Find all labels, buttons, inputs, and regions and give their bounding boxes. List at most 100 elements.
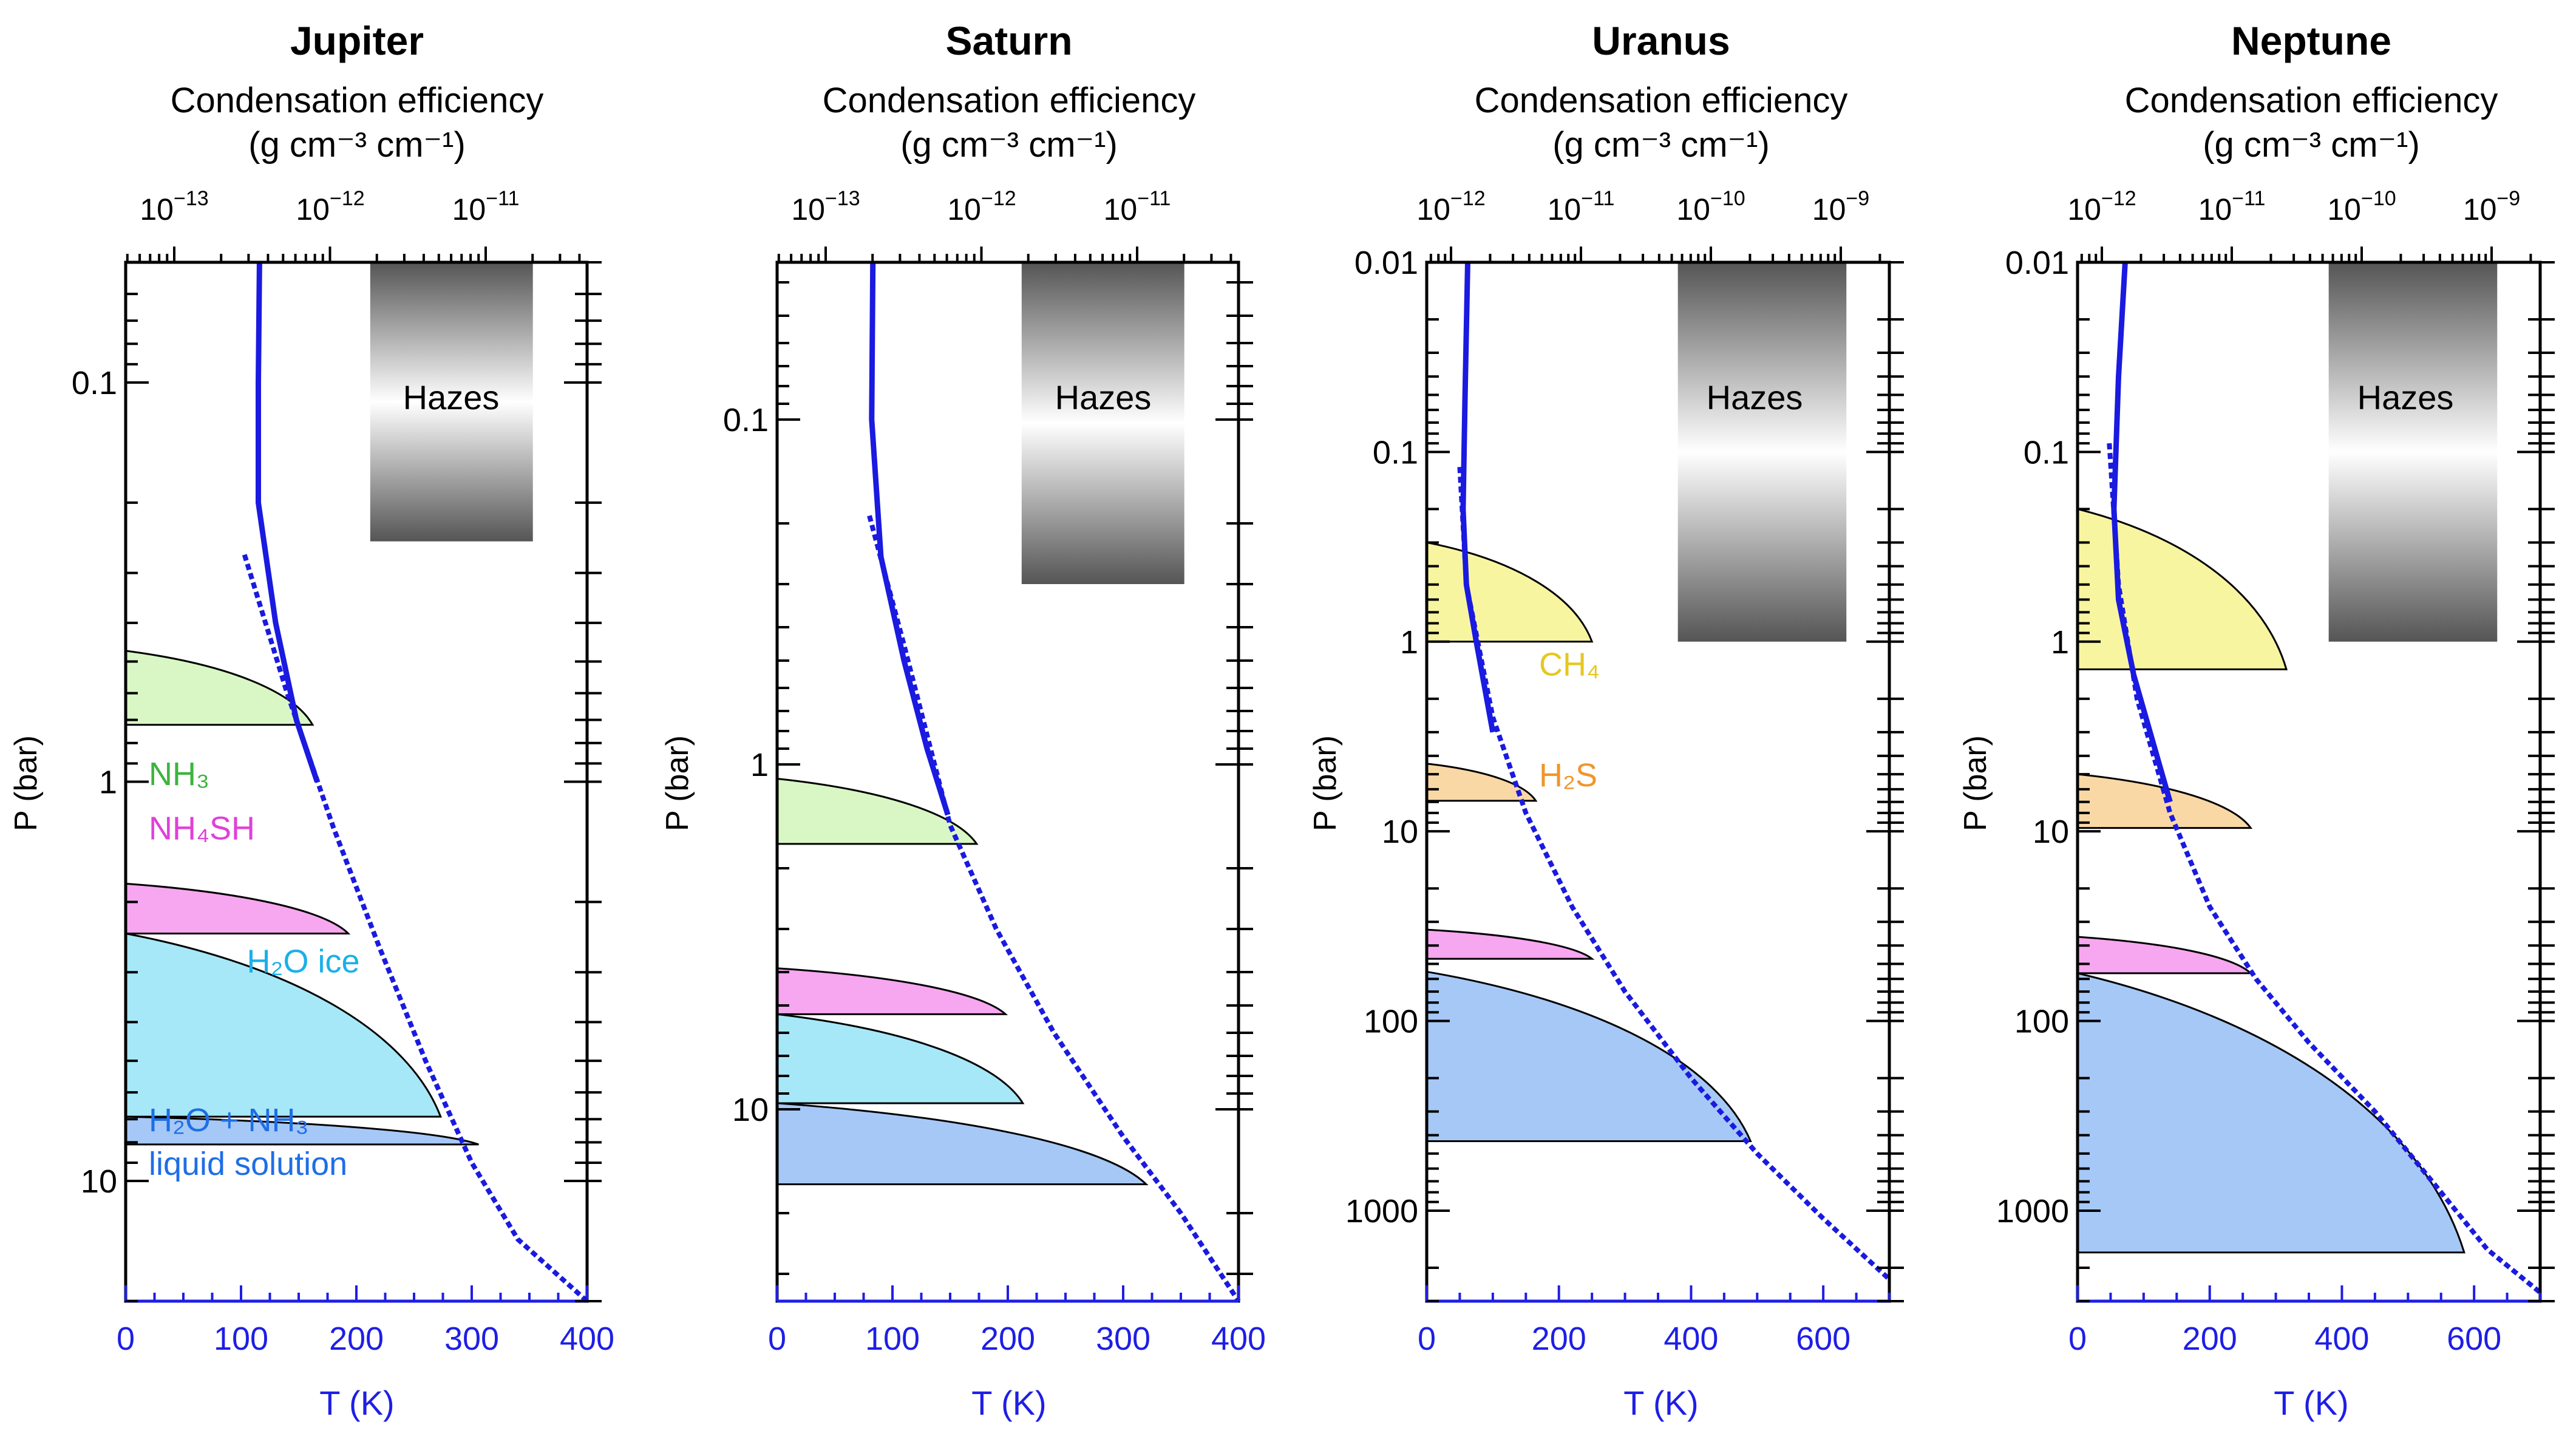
x-axis-label: T (K) bbox=[2274, 1384, 2348, 1422]
cloud-layer-hoice bbox=[124, 932, 442, 1118]
panel-title: Jupiter bbox=[290, 18, 424, 63]
panel-neptune: Neptune Condensation efficiency (g cm⁻³ … bbox=[1958, 18, 2555, 1422]
y-tick-label: 1 bbox=[750, 747, 769, 783]
cloud-layer-h2o-ice bbox=[776, 1013, 1025, 1104]
haze-band bbox=[1677, 262, 1847, 642]
y-axis-label: P (bar) bbox=[660, 735, 695, 831]
cloud-layer-nh4sh bbox=[1426, 928, 1595, 960]
haze-label: Hazes bbox=[2357, 378, 2454, 417]
top-tick-label: 10−11 bbox=[1548, 187, 1615, 226]
cloud-layer-nhsh bbox=[124, 882, 351, 935]
top-tick-label: 10−12 bbox=[296, 187, 364, 226]
x-tick-label: 0 bbox=[2068, 1321, 2087, 1357]
cloud-layer-ch bbox=[1426, 541, 1594, 643]
x-tick-label: 600 bbox=[2447, 1321, 2501, 1357]
cloud-layer-h2o-liquid bbox=[2076, 972, 2466, 1254]
top-tick-label: 10−9 bbox=[2463, 187, 2520, 226]
y-tick-label: 10 bbox=[2033, 814, 2069, 850]
y-tick-label: 10 bbox=[732, 1092, 769, 1128]
cloud-label-line2: liquid solution bbox=[149, 1146, 347, 1182]
top-tick-label: 10−10 bbox=[2327, 187, 2396, 226]
top-tick-label: 10−13 bbox=[140, 187, 208, 226]
y-axis-label: P (bar) bbox=[8, 735, 44, 831]
y-tick-label: 100 bbox=[1364, 1004, 1418, 1040]
top-axis-label: Condensation efficiency bbox=[2125, 81, 2498, 120]
x-tick-label: 300 bbox=[444, 1321, 499, 1357]
x-tick-label: 0 bbox=[768, 1321, 786, 1357]
top-axis-units: (g cm⁻³ cm⁻¹) bbox=[2203, 125, 2420, 165]
panel-saturn: Saturn Condensation efficiency (g cm⁻³ c… bbox=[660, 18, 1266, 1422]
y-tick-label: 1000 bbox=[1345, 1193, 1418, 1230]
top-axis-label: Condensation efficiency bbox=[1475, 81, 1848, 120]
cloud-layer-nh4sh bbox=[776, 967, 1008, 1015]
haze-label: Hazes bbox=[1055, 378, 1152, 417]
cloud-layer-nh bbox=[124, 650, 314, 726]
cloud-layer-hs bbox=[1426, 763, 1538, 802]
y-tick-label: 1 bbox=[1400, 624, 1418, 661]
temperature-profile-line bbox=[2111, 262, 2173, 803]
top-tick-label: 10−11 bbox=[2198, 187, 2266, 226]
top-axis-units: (g cm⁻³ cm⁻¹) bbox=[1552, 125, 1770, 165]
y-tick-label: 10 bbox=[81, 1163, 117, 1200]
temperature-profile-line bbox=[1460, 262, 1496, 733]
temperature-profile-line bbox=[869, 262, 951, 816]
x-axis-label: T (K) bbox=[319, 1384, 394, 1422]
cloud-layer-nh4sh bbox=[2076, 936, 2253, 975]
y-tick-label: 100 bbox=[2014, 1004, 2069, 1040]
top-tick-label: 10−10 bbox=[1676, 187, 1745, 226]
x-axis-label: T (K) bbox=[1623, 1384, 1698, 1422]
panel-title: Neptune bbox=[2231, 18, 2391, 63]
cloud-layer-h2o-liquid bbox=[1426, 970, 1752, 1142]
haze-band bbox=[370, 262, 533, 542]
x-tick-label: 0 bbox=[117, 1321, 135, 1357]
x-tick-label: 400 bbox=[1211, 1321, 1266, 1357]
x-tick-label: 200 bbox=[2183, 1321, 2237, 1357]
top-tick-label: 10−12 bbox=[1416, 187, 1485, 226]
x-tick-label: 600 bbox=[1796, 1321, 1850, 1357]
cloud-label: NH₃ bbox=[149, 756, 209, 792]
y-tick-label: 0.1 bbox=[1373, 434, 1418, 471]
x-tick-label: 200 bbox=[980, 1321, 1035, 1357]
top-tick-label: 10−12 bbox=[2067, 187, 2136, 226]
cloud-label: H₂O ice bbox=[247, 944, 360, 980]
y-axis-label: P (bar) bbox=[1308, 735, 1343, 831]
panel-title: Saturn bbox=[945, 18, 1072, 63]
y-tick-label: 0.1 bbox=[2024, 434, 2069, 471]
top-tick-label: 10−12 bbox=[947, 187, 1016, 226]
y-tick-label: 0.01 bbox=[1354, 245, 1418, 281]
panel-title: Uranus bbox=[1592, 18, 1730, 63]
top-tick-label: 10−11 bbox=[1104, 187, 1171, 226]
y-tick-label: 1 bbox=[2051, 624, 2069, 661]
x-tick-label: 100 bbox=[214, 1321, 268, 1357]
panel-jupiter: Jupiter Condensation efficiency (g cm⁻³ … bbox=[8, 18, 614, 1422]
cloud-label: H₂S bbox=[1539, 757, 1597, 794]
x-axis-label: T (K) bbox=[971, 1384, 1046, 1422]
cloud-layer-honh bbox=[124, 1115, 479, 1146]
top-tick-label: 10−13 bbox=[791, 187, 860, 226]
haze-label: Hazes bbox=[1707, 378, 1803, 417]
top-axis-units: (g cm⁻³ cm⁻¹) bbox=[900, 125, 1118, 165]
x-tick-label: 0 bbox=[1418, 1321, 1436, 1357]
y-tick-label: 1 bbox=[99, 764, 117, 801]
top-axis-units: (g cm⁻³ cm⁻¹) bbox=[248, 125, 466, 165]
top-axis-label: Condensation efficiency bbox=[171, 81, 544, 120]
haze-label: Hazes bbox=[403, 378, 500, 417]
cloud-layer-ch4 bbox=[2076, 508, 2288, 670]
top-tick-label: 10−11 bbox=[452, 187, 520, 226]
x-tick-label: 400 bbox=[1664, 1321, 1718, 1357]
y-axis-label: P (bar) bbox=[1958, 735, 1993, 831]
x-tick-label: 300 bbox=[1096, 1321, 1150, 1357]
x-tick-label: 400 bbox=[560, 1321, 614, 1357]
panel-uranus: Uranus Condensation efficiency (g cm⁻³ c… bbox=[1308, 18, 1904, 1422]
x-tick-label: 100 bbox=[865, 1321, 920, 1357]
y-tick-label: 0.1 bbox=[72, 365, 117, 401]
y-tick-label: 0.1 bbox=[723, 402, 769, 438]
cloud-layer-h2o-liquid bbox=[776, 1102, 1149, 1186]
cloud-layer-nh3 bbox=[776, 777, 979, 845]
cloud-label: H₂O + NH₃ bbox=[149, 1102, 309, 1138]
top-tick-label: 10−9 bbox=[1812, 187, 1869, 226]
haze-band bbox=[2328, 262, 2498, 642]
y-tick-label: 0.01 bbox=[2005, 245, 2069, 281]
temperature-profile-line bbox=[256, 262, 320, 783]
